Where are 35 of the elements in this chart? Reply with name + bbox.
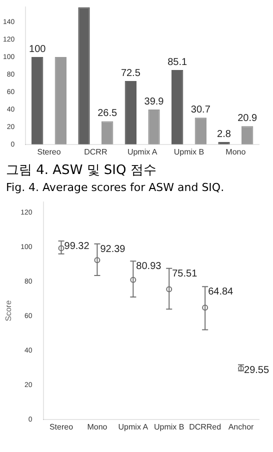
bar — [172, 70, 184, 144]
data-label: 92.39 — [100, 244, 126, 255]
x-tick-label: Upmix A — [127, 147, 158, 156]
bar — [54, 57, 67, 144]
data-label: 39.9 — [144, 96, 164, 108]
x-tick-label: Mono — [87, 422, 108, 432]
x-tick-label: Mono — [226, 147, 246, 156]
x-tick-label: Upmix B — [174, 147, 204, 156]
bar — [32, 57, 44, 144]
data-label: 72.5 — [120, 68, 141, 80]
x-tick-label: DCRR — [84, 147, 108, 156]
caption: 그림 4. ASW 및 SIQ 점수 — [5, 162, 158, 180]
data-label: 26.5 — [98, 108, 118, 120]
data-label: 2.8 — [217, 128, 232, 140]
x-tick-label: Stereo — [37, 147, 62, 156]
bar — [102, 121, 114, 144]
x-tick-label: DCRRed — [189, 422, 222, 432]
data-label: 20.9 — [238, 113, 258, 124]
y-axis-title: Score — [4, 300, 14, 322]
caption: Fig. 4. Average scores for ASW and SIQ. — [5, 180, 226, 195]
bar — [78, 7, 90, 144]
data-label: 29.55 — [244, 364, 270, 376]
data-label: 85.1 — [168, 57, 188, 68]
x-tick-label: Upmix A — [118, 422, 149, 432]
x-tick-label: Anchor — [228, 422, 254, 432]
bar — [194, 118, 207, 144]
data-label: 75.51 — [172, 268, 198, 280]
bar — [124, 81, 137, 144]
x-tick-label: Stereo — [49, 422, 74, 432]
data-label: 80.93 — [136, 261, 162, 272]
data-label: 99.32 — [64, 240, 90, 252]
x-tick-label: Upmix B — [154, 422, 184, 432]
data-label: 30.7 — [190, 104, 211, 116]
data-label: 64.84 — [208, 286, 234, 298]
bar — [148, 110, 160, 144]
